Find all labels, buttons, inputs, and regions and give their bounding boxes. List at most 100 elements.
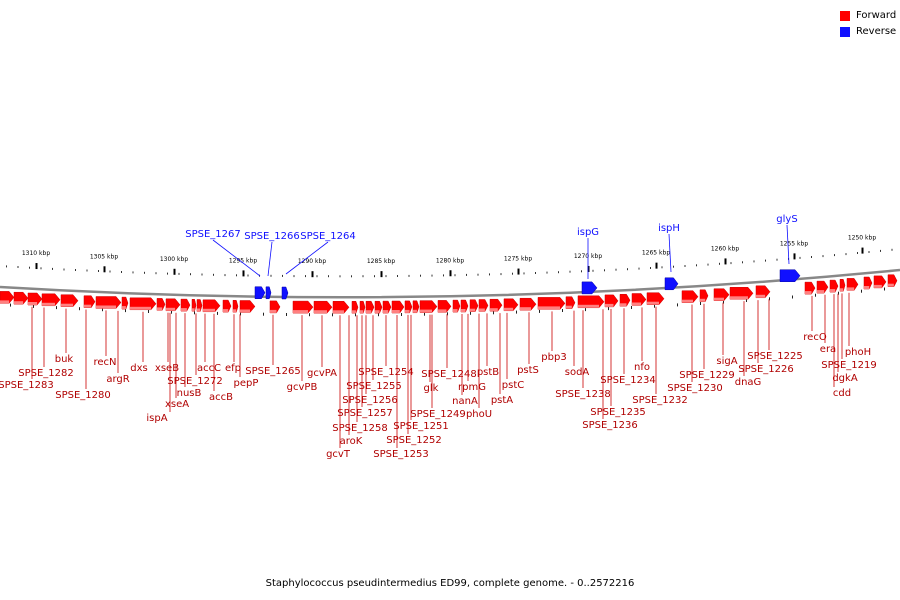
forward-gene-label: SPSE_1283	[0, 380, 54, 391]
forward-gene-label: pbp3	[541, 352, 566, 363]
reverse-gene-leader	[668, 233, 672, 273]
forward-gene-shade	[888, 283, 894, 287]
forward-gene-shade	[817, 290, 825, 294]
forward-gene-label: nusB	[177, 388, 202, 399]
ruler-tick	[311, 271, 314, 278]
ruler-label: 1295 kbp	[229, 257, 257, 264]
ruler-tick	[242, 270, 245, 277]
forward-gene-label: SPSE_1265	[245, 366, 301, 377]
legend-reverse-label: Reverse	[856, 26, 897, 37]
forward-gene-label: SPSE_1235	[590, 407, 646, 418]
forward-gene-label: SPSE_1282	[18, 368, 74, 379]
ruler-label: 1250 kbp	[848, 235, 876, 242]
forward-gene-label: nfo	[634, 362, 650, 373]
forward-gene-label: SPSE_1248	[421, 369, 477, 380]
forward-gene-label: pstA	[491, 395, 513, 406]
ruler-tick	[724, 258, 727, 265]
forward-gene-label: recN	[93, 357, 116, 368]
forward-gene-shade	[293, 310, 308, 314]
forward-gene-shade	[420, 309, 432, 313]
forward-gene-label: xseA	[165, 399, 189, 410]
forward-gene-label: glk	[424, 383, 439, 394]
forward-gene-label: SPSE_1236	[582, 420, 638, 431]
forward-gene-shade	[130, 306, 151, 310]
ruler-label: 1255 kbp	[780, 240, 808, 247]
forward-gene-label: nanA	[452, 396, 478, 407]
forward-gene-shade	[479, 308, 485, 312]
ruler-tick	[793, 253, 796, 260]
ruler-tick	[861, 247, 864, 254]
forward-gene-label: SPSE_1230	[667, 383, 723, 394]
forward-gene-shade	[647, 301, 659, 305]
legend-reverse-swatch	[840, 26, 850, 37]
ruler-tick	[449, 270, 452, 277]
forward-gene-label: sigA	[716, 356, 737, 367]
forward-gene-label: SPSE_1257	[337, 408, 393, 419]
forward-gene-shade	[504, 307, 514, 311]
reverse-gene-leader	[267, 241, 273, 277]
forward-gene-label: SPSE_1226	[738, 364, 794, 375]
forward-gene-label: SPSE_1254	[358, 367, 414, 378]
forward-gene-label: phoU	[466, 409, 492, 420]
forward-gene-shade	[360, 310, 364, 314]
forward-gene-shade	[605, 303, 614, 307]
forward-gene-label: xseB	[155, 363, 179, 374]
forward-gene-shade	[192, 308, 195, 312]
reverse-gene	[581, 281, 598, 295]
reverse-gene-label: SPSE_1267	[185, 229, 241, 240]
forward-gene-shade	[405, 309, 410, 313]
ruler-label: 1260 kbp	[711, 245, 739, 252]
forward-gene-shade	[314, 310, 327, 314]
forward-genes	[0, 274, 898, 314]
forward-gene-label: dgkA	[832, 373, 857, 384]
forward-gene-label: pstS	[517, 365, 539, 376]
reverse-gene	[779, 269, 801, 282]
forward-gene-shade	[413, 309, 417, 313]
reverse-gene-label: SPSE_1264	[300, 231, 356, 242]
forward-gene-label: SPSE_1238	[555, 389, 611, 400]
forward-gene-label: SPSE_1252	[386, 435, 442, 446]
forward-gene-shade	[223, 309, 229, 313]
forward-gene-label: gcvT	[326, 449, 351, 460]
forward-gene-shade	[333, 310, 344, 314]
forward-gene-label: SPSE_1234	[600, 375, 656, 386]
forward-gene-shade	[28, 302, 38, 305]
forward-gene-label: accC	[197, 363, 221, 374]
forward-gene-label: pepP	[234, 378, 259, 389]
reverse-gene-label: ispH	[658, 223, 680, 234]
forward-gene-shade	[830, 289, 836, 293]
reverse-gene-leader	[786, 224, 790, 265]
ruler-label: 1275 kbp	[504, 256, 532, 263]
forward-gene-label: accB	[209, 392, 233, 403]
forward-gene-shade	[847, 287, 855, 291]
forward-gene-label: SPSE_1253	[373, 449, 429, 460]
ruler-label: 1300 kbp	[160, 256, 188, 263]
forward-gene-shade	[632, 302, 642, 306]
forward-gene-shade	[490, 308, 498, 312]
forward-gene-shade	[392, 310, 400, 313]
ruler-label: 1265 kbp	[642, 250, 670, 257]
forward-gene-shade	[122, 306, 126, 310]
forward-gene-label: argR	[106, 374, 129, 385]
forward-gene-label: cdd	[833, 388, 851, 399]
forward-gene-label: ispA	[146, 413, 167, 424]
forward-gene-label: SPSE_1256	[342, 395, 398, 406]
forward-gene-label: gcvPA	[307, 368, 337, 379]
forward-gene-shade	[166, 307, 176, 311]
forward-gene-label: recO	[803, 332, 827, 343]
forward-gene-label: buk	[55, 354, 74, 365]
forward-gene-label: sodA	[565, 367, 590, 378]
forward-gene-shade	[714, 297, 724, 301]
forward-gene-shade	[756, 294, 766, 298]
reverse-genes	[254, 269, 801, 300]
ruler-label: 1305 kbp	[90, 253, 118, 260]
reverse-gene-label: glyS	[776, 214, 797, 225]
reverse-gene	[265, 286, 272, 300]
forward-gene-shade	[730, 296, 748, 300]
forward-gene-shade	[538, 306, 560, 310]
forward-gene-shade	[840, 288, 844, 292]
forward-gene-shade	[700, 298, 706, 302]
genome-backbone	[0, 268, 900, 299]
